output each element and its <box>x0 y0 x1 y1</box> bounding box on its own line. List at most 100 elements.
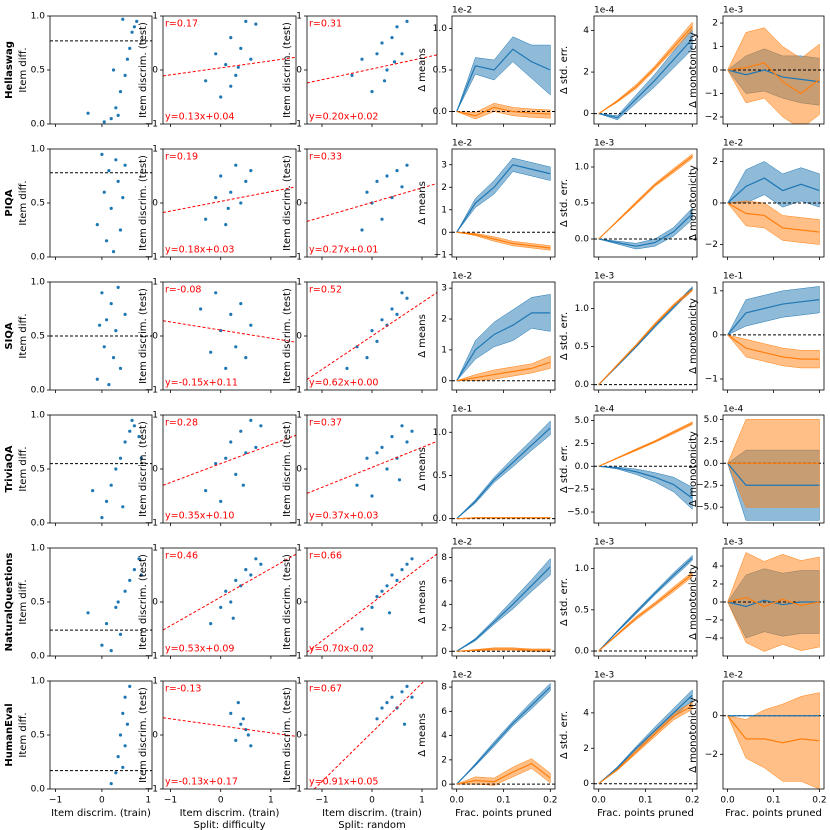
y-axis-label: Δ std. err. <box>559 312 570 360</box>
point <box>224 589 228 593</box>
plot-area <box>163 553 296 631</box>
series-line <box>727 715 820 744</box>
axes-frame <box>49 680 153 790</box>
error-band <box>456 157 551 233</box>
point <box>123 73 127 77</box>
point <box>121 17 125 21</box>
point <box>355 483 359 487</box>
point <box>104 239 109 243</box>
point <box>229 440 233 444</box>
series-line <box>727 202 820 233</box>
y-offset-label: 1e-2 <box>452 538 472 548</box>
point <box>111 68 116 72</box>
plot-area <box>50 684 152 786</box>
plot-area <box>594 554 697 652</box>
axes-frame <box>593 148 698 258</box>
point <box>118 366 123 370</box>
y-offset-label: 1e-3 <box>594 272 614 282</box>
y-tick-label: 0 <box>712 66 718 76</box>
y-tick-label: 2 <box>441 755 447 765</box>
y-tick-label: 2.5 <box>704 437 718 447</box>
y-axis-label: Item diff. <box>18 446 29 491</box>
y-offset-label: 1e-2 <box>452 6 472 16</box>
y-tick-label: 1 <box>441 205 447 215</box>
axes-frame <box>306 15 438 125</box>
plot-area <box>50 152 152 254</box>
y-tick-label: 4 <box>583 708 589 718</box>
y-offset-label: 1e-2 <box>452 139 472 149</box>
point <box>241 483 245 487</box>
y-tick-label: 0 <box>296 332 302 342</box>
point <box>405 19 409 23</box>
point <box>259 424 263 428</box>
point <box>229 84 233 88</box>
fit-label: y=0.35x+0.10 <box>165 511 234 522</box>
series-line <box>598 557 693 652</box>
subplot: 0.0 0.5 1.0 Item diff.Hellaswag <box>4 12 153 130</box>
axes-frame <box>306 281 438 391</box>
point <box>254 22 258 26</box>
point <box>244 19 248 23</box>
point <box>100 152 104 156</box>
y-axis-label: Item diff. <box>18 180 29 225</box>
point <box>128 429 132 433</box>
subplot: −1 0 1 2 3 Δ means 1e-2 <box>417 139 556 260</box>
point <box>385 174 389 178</box>
y-tick-label: −2 <box>705 240 718 250</box>
y-tick-label: 8 <box>441 553 447 563</box>
plot-area <box>307 163 437 232</box>
y-axis-label: Δ means <box>417 713 428 757</box>
point <box>395 25 399 29</box>
y-offset-label: 1e-2 <box>723 139 743 149</box>
x-axis-label: Frac. points pruned <box>455 808 552 819</box>
point <box>139 456 143 460</box>
plot-area <box>452 294 555 382</box>
point <box>116 285 120 289</box>
error-band <box>727 286 820 336</box>
y-tick-label: 1 <box>296 544 302 554</box>
x-tick-label: 1 <box>268 796 274 806</box>
series-line <box>598 705 693 785</box>
y-tick-label: 3 <box>441 160 447 170</box>
y-tick-label: −1 <box>145 386 158 396</box>
point <box>114 329 118 333</box>
y-tick-label: 0 <box>296 66 302 76</box>
point <box>234 472 238 476</box>
subplot: 0 2 4 Δ std. err. 1e-4 <box>559 6 698 127</box>
point <box>239 302 243 306</box>
point <box>130 30 134 34</box>
y-axis-label: Δ monotonicity <box>688 564 699 640</box>
y-tick-label: −1 <box>289 652 302 662</box>
series-line <box>456 686 551 785</box>
y-tick-label: 1.0 <box>575 163 590 173</box>
point <box>380 318 384 322</box>
x-tick-label: 0 <box>218 796 224 806</box>
y-tick-label: 1 <box>152 411 158 421</box>
point <box>114 106 118 110</box>
y-tick-label: 0.0 <box>31 120 46 130</box>
plot-area <box>163 701 296 748</box>
series-line <box>727 299 820 336</box>
y-axis-label: Δ means <box>417 314 428 358</box>
point <box>385 68 389 72</box>
point <box>114 771 118 775</box>
y-tick-label: 0 <box>441 376 447 386</box>
y-axis-label: Item diff. <box>18 313 29 358</box>
y-tick-label: 2 <box>441 183 447 193</box>
fit-label: y=0.62x+0.00 <box>309 378 378 389</box>
y-tick-label: 0.0 <box>575 647 590 657</box>
subplot: 0.0 0.5 1.0 Δ means 1e-2 <box>417 6 556 127</box>
point <box>244 356 248 360</box>
y-axis-label: Δ monotonicity <box>688 165 699 241</box>
point <box>104 622 109 626</box>
point <box>123 695 127 699</box>
y-tick-label: 0 <box>296 199 302 209</box>
axes-frame <box>306 680 438 790</box>
y-tick-label: 0.5 <box>31 731 45 741</box>
axes-frame <box>593 281 698 391</box>
y-tick-label: −1 <box>434 250 447 260</box>
plot-area <box>50 418 152 520</box>
axes-frame <box>306 148 438 258</box>
point <box>100 643 104 647</box>
